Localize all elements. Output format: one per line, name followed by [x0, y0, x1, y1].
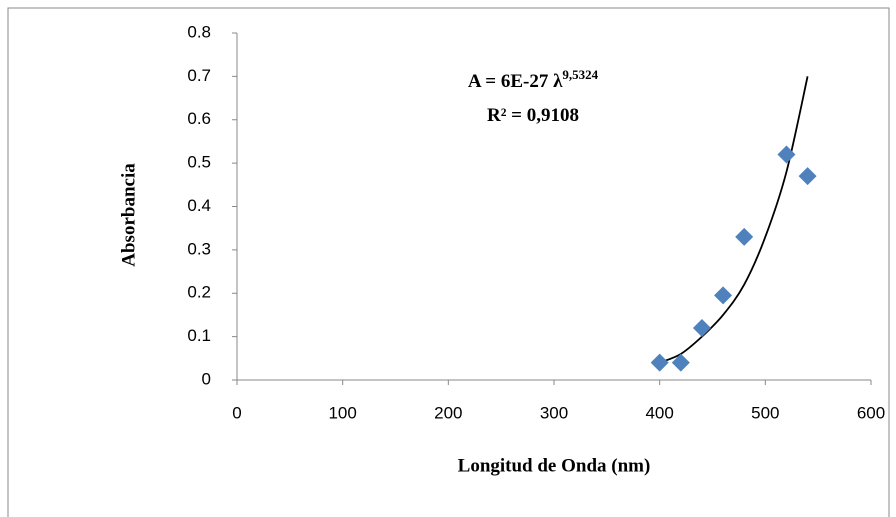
y-tick-label: 0.5: [187, 153, 211, 172]
point: [671, 353, 690, 372]
y-tick-label: 0.2: [187, 283, 211, 302]
x-tick-label: 400: [645, 403, 673, 422]
x-tick-label: 600: [857, 403, 885, 422]
point: [714, 286, 733, 305]
trendline: [659, 76, 809, 364]
x-tick-label: 200: [434, 403, 462, 422]
point: [650, 353, 669, 372]
y-tick-label: 0.7: [187, 66, 211, 85]
equation-base: A = 6E-27 λ: [468, 71, 563, 92]
r-squared: R² = 0,9108: [487, 105, 579, 126]
x-tick-label: 100: [328, 403, 356, 422]
y-tick-label: 0.1: [187, 326, 211, 345]
y-tick-label: 0.6: [187, 109, 211, 128]
y-tick-label: 0.8: [187, 22, 211, 41]
x-tick-label: 500: [751, 403, 779, 422]
y-tick-label: 0.3: [187, 239, 211, 258]
x-axis-label: Longitud de Onda (nm): [458, 455, 651, 476]
equation-exponent: 9,5324: [562, 67, 598, 82]
point: [692, 318, 711, 337]
x-tick-label: 0: [232, 403, 241, 422]
point: [735, 227, 754, 246]
point: [777, 145, 796, 164]
y-axis-label: Absorbancia: [118, 163, 139, 267]
point: [798, 167, 817, 186]
chart-border: [7, 7, 890, 517]
equation: A = 6E-27 λ9,5324: [468, 67, 599, 92]
y-tick-label: 0: [202, 369, 211, 388]
y-tick-label: 0.4: [187, 196, 211, 215]
x-tick-label: 300: [540, 403, 568, 422]
